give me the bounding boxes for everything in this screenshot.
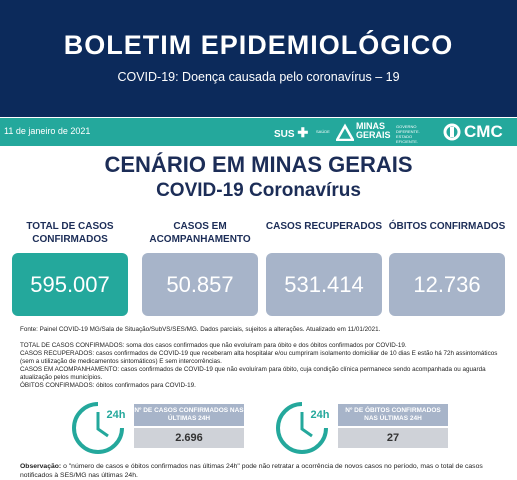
cmc-icon (443, 123, 461, 141)
definition: CASOS RECUPERADOS: casos confirmados de … (20, 350, 498, 365)
clock-label: 24h (107, 409, 126, 421)
mg-icon (336, 123, 354, 141)
note: Observação: o "número de casos e óbitos … (20, 463, 500, 480)
date-bar (0, 118, 517, 146)
source: Fonte: Painel COVID-19 MG/Sala de Situaç… (20, 326, 381, 333)
scenario-title: CENÁRIO EM MINAS GERAIS (104, 152, 413, 177)
definitions: TOTAL DE CASOS CONFIRMADOS: soma dos cas… (20, 342, 500, 390)
clock-icon: 24h (72, 402, 126, 454)
card-value: 12.736 (389, 253, 505, 316)
title: BOLETIM EPIDEMIOLÓGICO (63, 30, 454, 60)
card-label: CASOS RECUPERADOS (265, 221, 383, 232)
card-value: 531.414 (266, 253, 382, 316)
header (0, 0, 517, 117)
last24-value: 2.696 (134, 428, 244, 448)
card-label: ÓBITOS CONFIRMADOS (388, 221, 506, 232)
last24-label: Nº DE ÓBITOS CONFIRMADOS NAS ÚLTIMAS 24H (338, 404, 448, 426)
scenario-subtitle: COVID-19 Coronavírus (156, 180, 361, 201)
sus-logo: SUS ✚ (274, 125, 308, 141)
definition: TOTAL DE CASOS CONFIRMADOS: soma dos cas… (20, 342, 407, 349)
cross: ✚ (297, 125, 309, 140)
clock-label: 24h (311, 409, 330, 421)
card-label: TOTAL DE CASOS CONFIRMADOS (26, 221, 114, 245)
card-value: 595.007 (12, 253, 128, 316)
subtitle: COVID-19: Doença causada pelo coronavíru… (117, 70, 400, 84)
cmc-logo: CMC (464, 122, 503, 141)
last24-label: Nº DE CASOS CONFIRMADOS NAS ÚLTIMAS 24H (134, 404, 244, 426)
note-lead: Observação: (20, 463, 62, 470)
sus: SUS (274, 129, 295, 140)
date: 11 de janeiro de 2021 (4, 126, 91, 136)
mg-logo: MINAS GERAIS (356, 121, 391, 140)
clock-icon: 24h (276, 402, 330, 454)
last24-value: 27 (338, 428, 448, 448)
definition: ÓBITOS CONFIRMADOS: óbitos confirmados p… (20, 382, 196, 389)
card-value: 50.857 (142, 253, 258, 316)
mg-tagline: GOVERNO DIFERENTE. ESTADO EFICIENTE. (396, 124, 420, 144)
definition: CASOS EM ACOMPANHAMENTO: casos confirmad… (20, 366, 486, 381)
note-text: o "número de casos e óbitos confirmados … (20, 463, 483, 479)
card-label: CASOS EM ACOMPANHAMENTO (149, 221, 251, 245)
saude: SAÚDE (316, 129, 330, 134)
